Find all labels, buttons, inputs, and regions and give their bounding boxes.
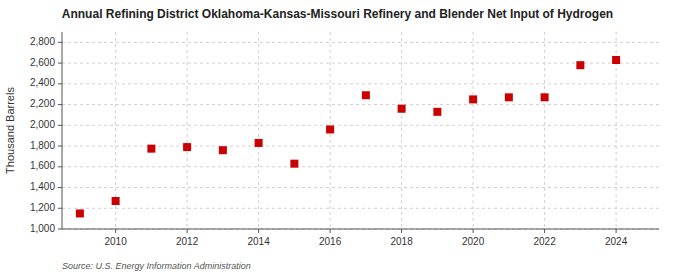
y-tick — [58, 208, 62, 209]
y-axis-label: Thousand Barrels — [4, 87, 16, 174]
x-tick-label: 2020 — [462, 236, 485, 247]
y-grid-line — [62, 104, 659, 105]
y-tick — [58, 187, 62, 188]
y-tick-label: 1,000 — [30, 223, 55, 234]
point — [326, 125, 334, 133]
point — [183, 143, 191, 151]
y-tick-label: 2,400 — [30, 77, 55, 88]
y-grid-line — [62, 125, 659, 126]
y-tick — [58, 125, 62, 126]
x-tick-label: 2014 — [247, 236, 270, 247]
point — [255, 139, 263, 147]
y-tick-label: 1,800 — [30, 140, 55, 151]
x-tick — [258, 229, 259, 233]
y-tick — [58, 146, 62, 147]
y-grid-line — [62, 42, 659, 43]
point — [112, 197, 120, 205]
y-tick — [58, 104, 62, 105]
y-tick-label: 2,800 — [30, 36, 55, 47]
y-tick-label: 2,200 — [30, 98, 55, 109]
x-grid-line — [473, 32, 474, 229]
y-grid-line — [62, 63, 659, 64]
y-tick-label: 1,400 — [30, 181, 55, 192]
source: Source: U.S. Energy Information Administ… — [62, 261, 251, 271]
y-tick — [58, 229, 62, 230]
x-tick-label: 2016 — [319, 236, 342, 247]
x-grid-line — [544, 32, 545, 229]
y-tick — [58, 166, 62, 167]
y-tick — [58, 42, 62, 43]
x-grid-line — [187, 32, 188, 229]
y-grid-line — [62, 229, 659, 230]
point — [469, 95, 477, 103]
x-axis-line — [62, 229, 659, 230]
point — [433, 108, 441, 116]
point — [398, 105, 406, 113]
y-tick-label: 2,600 — [30, 57, 55, 68]
points — [76, 56, 620, 217]
y-grid-line — [62, 83, 659, 84]
y-tick-label: 2,000 — [30, 119, 55, 130]
x-tick — [115, 229, 116, 233]
title: Annual Refining District Oklahoma-Kansas… — [62, 7, 613, 21]
y-tick — [58, 83, 62, 84]
x-tick — [187, 229, 188, 233]
y-axis-line — [62, 32, 63, 229]
point — [290, 160, 298, 168]
grid — [62, 32, 659, 229]
chart-container: 1,000 1,200 1,400 1,600 1,800 2,000 2,200 2,400… — [0, 0, 675, 275]
x-tick-label: 2012 — [176, 236, 199, 247]
y-tick — [58, 63, 62, 64]
chart-svg: 1,000 1,200 1,400 1,600 1,800 2,000 2,200 2,400… — [0, 0, 675, 275]
x-tick-label: 2010 — [104, 236, 127, 247]
y-axis: 1,000 1,200 1,400 1,600 1,800 2,000 2,200 2,400… — [30, 36, 62, 234]
point — [147, 145, 155, 153]
point — [505, 93, 513, 101]
x-tick — [544, 229, 545, 233]
y-grid-line — [62, 166, 659, 167]
y-tick-label: 1,600 — [30, 160, 55, 171]
point — [219, 146, 227, 154]
y-tick-label: 1,200 — [30, 202, 55, 213]
x-tick-label: 2024 — [605, 236, 628, 247]
point — [576, 61, 584, 69]
point — [541, 93, 549, 101]
x-tick — [330, 229, 331, 233]
x-grid-line — [401, 32, 402, 229]
point — [76, 209, 84, 217]
x-tick — [616, 229, 617, 233]
x-tick-label: 2018 — [390, 236, 413, 247]
y-grid-line — [62, 208, 659, 209]
x-tick — [401, 229, 402, 233]
y-grid-line — [62, 187, 659, 188]
point — [612, 56, 620, 64]
point — [362, 91, 370, 99]
x-tick-label: 2022 — [533, 236, 556, 247]
x-tick — [473, 229, 474, 233]
x-axis: 2010 2012 2014 2016 2018 2020 2022 2024 — [104, 229, 627, 247]
x-grid-line — [258, 32, 259, 229]
